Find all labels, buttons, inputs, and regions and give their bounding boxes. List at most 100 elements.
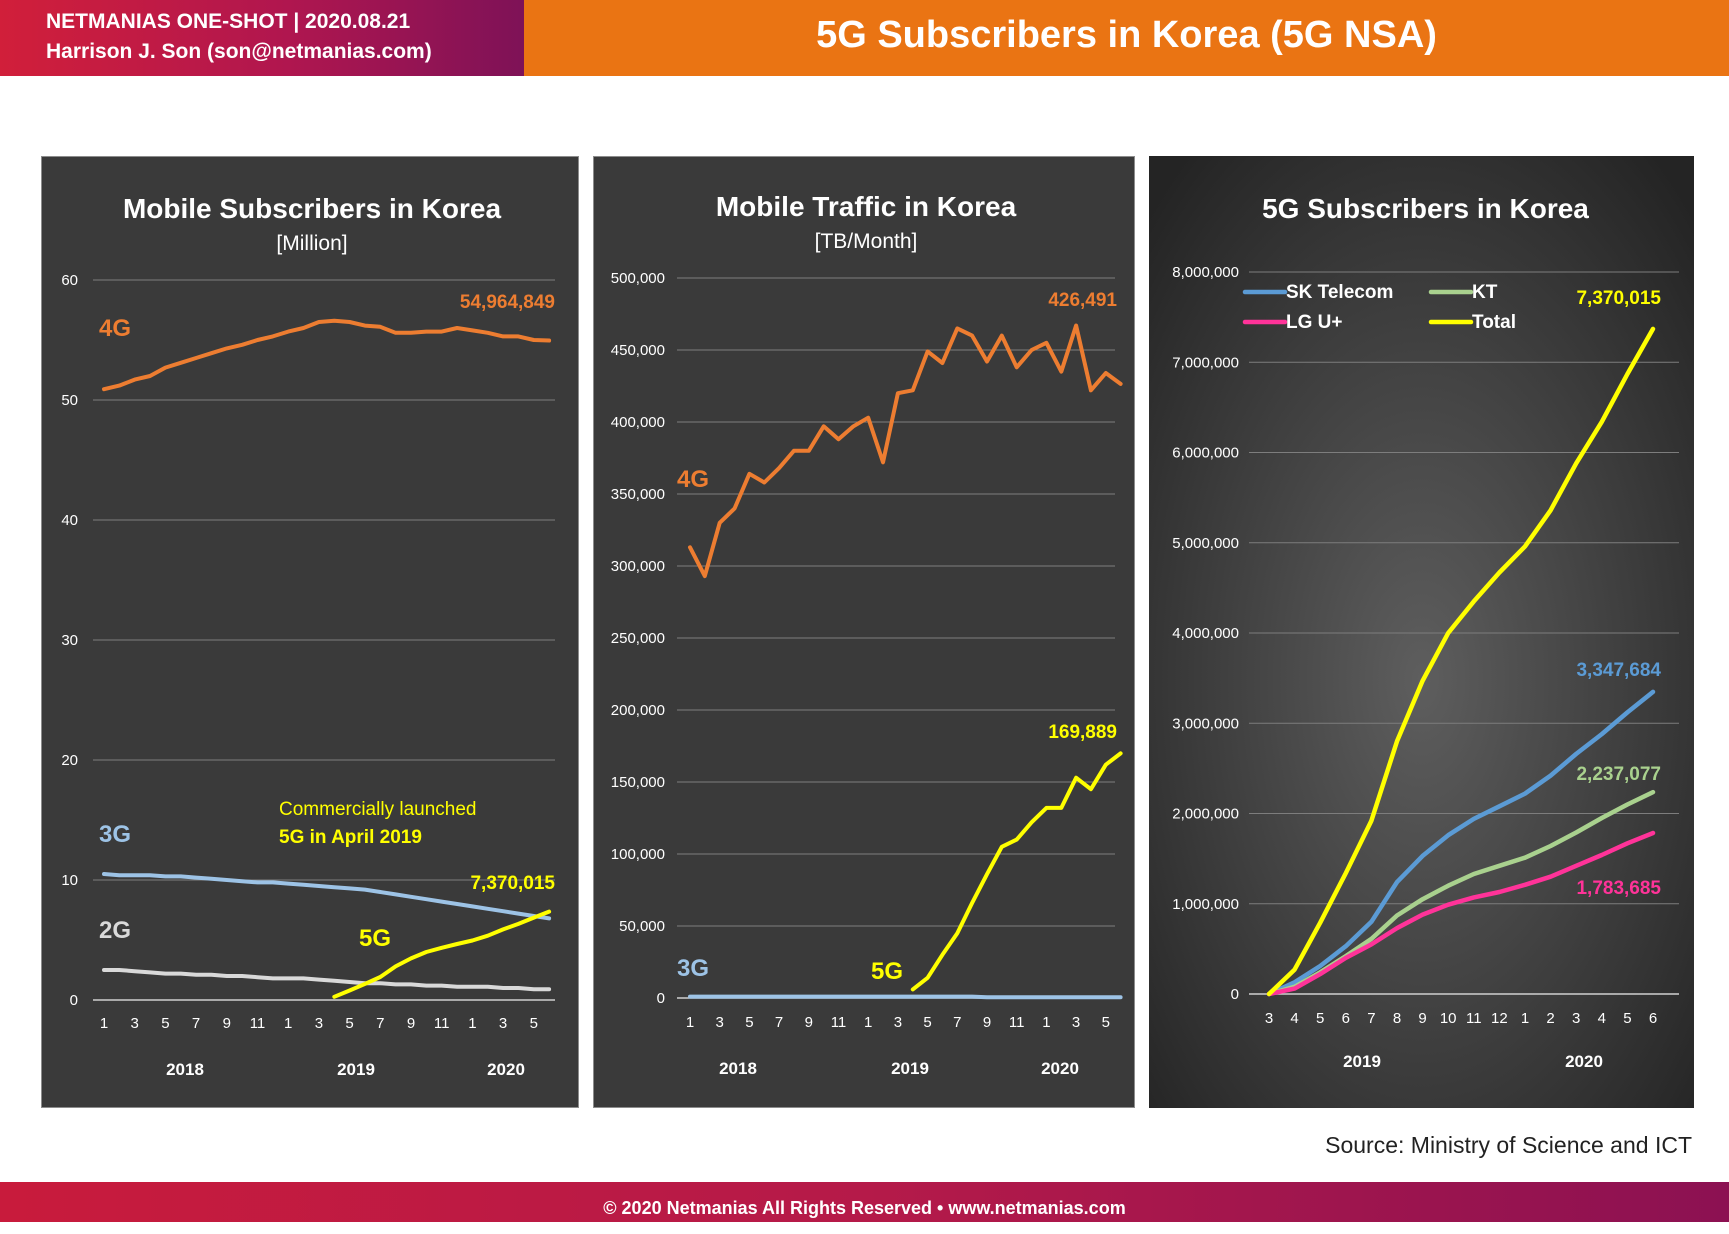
x-year-label: 2018	[166, 1060, 204, 1079]
x-year-label: 2020	[487, 1060, 525, 1079]
series-line-4g	[102, 318, 552, 392]
chart-svg: Mobile Subscribers in Korea [Million] 0 10 2…	[41, 156, 579, 1108]
series-line-sk-telecom	[1266, 689, 1656, 997]
data-label-4g: 426,491	[1048, 290, 1117, 311]
chart-panel-5g-subscribers: 5G Subscribers in Korea 0 1,000,000 2,000,0…	[1149, 156, 1694, 1108]
legend-label-kt: KT	[1472, 282, 1498, 303]
header-brand-bar: NETMANIAS ONE-SHOT | 2020.08.21 Harrison…	[0, 0, 524, 76]
x-year-label: 2019	[1343, 1052, 1381, 1071]
series-line-total	[1266, 326, 1656, 997]
x-tick-label: 5	[345, 1015, 353, 1032]
y-tick-label: 7,000,000	[1172, 354, 1239, 371]
x-tick-label: 11	[250, 1015, 266, 1032]
footer-copyright: © 2020 Netmanias All Rights Reserved • w…	[0, 1182, 1729, 1222]
chart-svg: 5G Subscribers in Korea 0 1,000,000 2,000,0…	[1149, 156, 1694, 1108]
y-tick-label: 300,000	[611, 558, 665, 575]
chart-title: Mobile Subscribers in Korea	[123, 193, 502, 224]
series-label-2g: 2G	[99, 917, 131, 944]
y-tick-label: 450,000	[611, 342, 665, 359]
y-tick-label: 8,000,000	[1172, 264, 1239, 281]
x-tick-label: 6	[1342, 1010, 1350, 1027]
chart-panel-mobile-subscribers: Mobile Subscribers in Korea [Million] 0 10 2…	[41, 156, 579, 1108]
x-tick-label: 7	[775, 1014, 783, 1031]
y-tick-label: 350,000	[611, 486, 665, 503]
y-tick-label: 6,000,000	[1172, 445, 1239, 462]
x-tick-label: 1	[284, 1015, 292, 1032]
x-tick-label: 4	[1290, 1010, 1298, 1027]
x-tick-label: 9	[1418, 1010, 1426, 1027]
data-label-5g: 169,889	[1048, 722, 1117, 743]
series-line-lg-u	[1266, 830, 1656, 997]
x-tick-label: 2	[1546, 1010, 1554, 1027]
x-tick-label: 5	[530, 1015, 538, 1032]
header-title-bar	[524, 0, 1729, 76]
x-tick-label: 11	[1466, 1010, 1482, 1027]
chart-title: Mobile Traffic in Korea	[716, 191, 1017, 222]
y-tick-label: 500,000	[611, 270, 665, 287]
series-line-5g	[332, 909, 552, 999]
x-tick-label: 7	[376, 1015, 384, 1032]
y-tick-label: 150,000	[611, 774, 665, 791]
x-year-label: 2020	[1565, 1052, 1603, 1071]
x-tick-label: 7	[953, 1014, 961, 1031]
x-tick-label: 11	[434, 1015, 450, 1032]
x-tick-label: 9	[805, 1014, 813, 1031]
x-year-label: 2019	[891, 1059, 929, 1078]
x-tick-label: 3	[1265, 1010, 1273, 1027]
y-tick-label: 0	[657, 990, 665, 1007]
x-tick-label: 7	[1367, 1010, 1375, 1027]
x-year-label: 2018	[719, 1059, 757, 1078]
data-label-sk-telecom: 3,347,684	[1576, 660, 1661, 681]
source-note: Source: Ministry of Science and ICT	[1325, 1132, 1692, 1158]
chart-subtitle: [TB/Month]	[815, 230, 918, 253]
x-tick-label: 1	[468, 1015, 476, 1032]
x-year-label: 2020	[1041, 1059, 1079, 1078]
x-tick-label: 10	[1440, 1010, 1457, 1027]
series-line-3g	[688, 994, 1123, 1000]
series-label-5g: 5G	[359, 925, 391, 952]
legend-label-sk-telecom: SK Telecom	[1286, 282, 1393, 303]
y-tick-label: 5,000,000	[1172, 535, 1239, 552]
x-tick-label: 3	[499, 1015, 507, 1032]
x-tick-label: 5	[745, 1014, 753, 1031]
legend-label-lg-u: LG U+	[1286, 312, 1342, 333]
y-tick-label: 0	[1231, 986, 1239, 1003]
y-tick-label: 200,000	[611, 702, 665, 719]
x-tick-label: 1	[686, 1014, 694, 1031]
chart-title: 5G Subscribers in Korea	[1262, 193, 1589, 224]
x-tick-label: 8	[1393, 1010, 1401, 1027]
x-tick-label: 9	[407, 1015, 415, 1032]
x-tick-label: 12	[1491, 1010, 1508, 1027]
y-tick-label: 3,000,000	[1172, 715, 1239, 732]
y-tick-label: 2,000,000	[1172, 806, 1239, 823]
y-tick-label: 30	[61, 632, 78, 649]
series-line-4g	[688, 323, 1123, 579]
x-tick-label: 1	[100, 1015, 108, 1032]
series-label-5g: 5G	[871, 958, 903, 985]
x-tick-label: 9	[223, 1015, 231, 1032]
x-tick-label: 5	[1102, 1014, 1110, 1031]
x-tick-label: 3	[1072, 1014, 1080, 1031]
x-tick-label: 1	[864, 1014, 872, 1031]
page-title: 5G Subscribers in Korea (5G NSA)	[816, 14, 1437, 56]
chart-panel-mobile-traffic: Mobile Traffic in Korea [TB/Month] 0 50,000…	[593, 156, 1135, 1108]
series-label-3g: 3G	[99, 821, 131, 848]
x-tick-label: 3	[1572, 1010, 1580, 1027]
x-tick-label: 6	[1649, 1010, 1657, 1027]
x-tick-label: 1	[1521, 1010, 1529, 1027]
x-tick-label: 3	[716, 1014, 724, 1031]
x-tick-label: 11	[831, 1014, 847, 1031]
x-tick-label: 9	[983, 1014, 991, 1031]
data-label-kt: 2,237,077	[1576, 764, 1661, 785]
series-label-4g: 4G	[99, 315, 131, 342]
y-tick-label: 400,000	[611, 414, 665, 431]
annotation-launch-line2: 5G in April 2019	[279, 827, 422, 848]
x-tick-label: 11	[1009, 1014, 1025, 1031]
data-label-5g: 7,370,015	[470, 873, 555, 894]
header-publication-line: NETMANIAS ONE-SHOT | 2020.08.21	[46, 10, 411, 33]
y-tick-label: 50	[61, 392, 78, 409]
x-year-label: 2019	[337, 1060, 375, 1079]
chart-svg: Mobile Traffic in Korea [TB/Month] 0 50,000…	[593, 156, 1135, 1108]
series-label-4g: 4G	[677, 466, 709, 493]
y-tick-label: 0	[70, 992, 78, 1009]
